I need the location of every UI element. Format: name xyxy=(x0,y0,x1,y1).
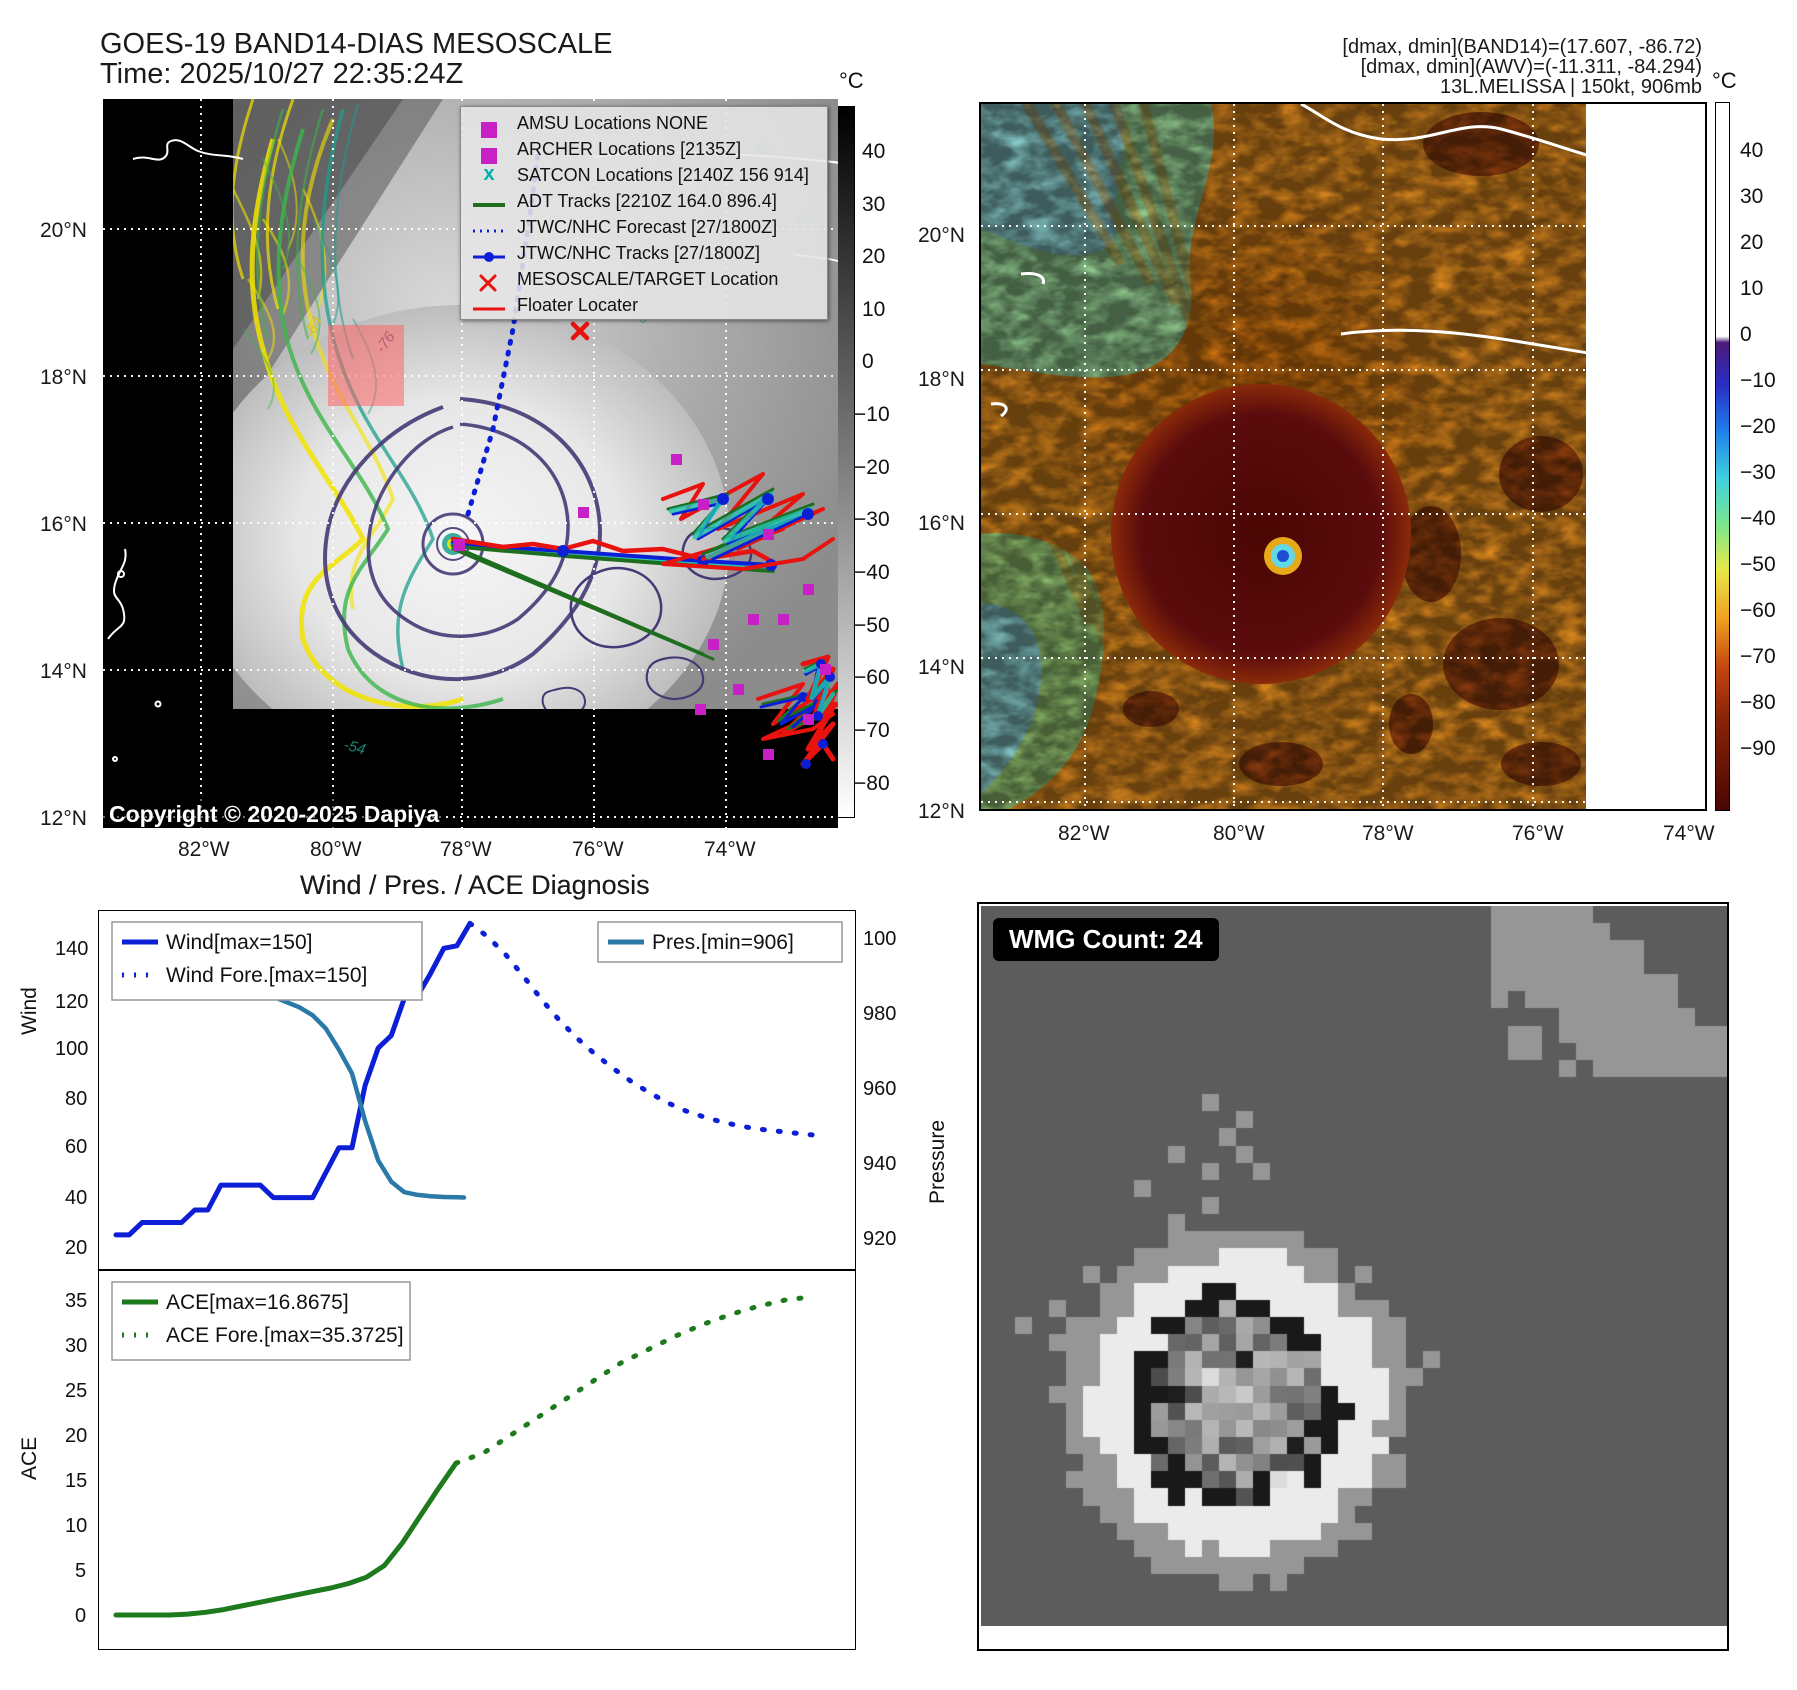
svg-text:ACE[max=16.8675]: ACE[max=16.8675] xyxy=(166,1291,349,1314)
svg-text:Wind[max=150]: Wind[max=150] xyxy=(166,931,313,954)
svg-text:Wind Fore.[max=150]: Wind Fore.[max=150] xyxy=(166,964,367,987)
svg-text:ACE Fore.[max=35.3725]: ACE Fore.[max=35.3725] xyxy=(166,1324,404,1347)
svg-text:x: x xyxy=(483,163,494,185)
svg-text:Pres.[min=906]: Pres.[min=906] xyxy=(652,931,794,954)
